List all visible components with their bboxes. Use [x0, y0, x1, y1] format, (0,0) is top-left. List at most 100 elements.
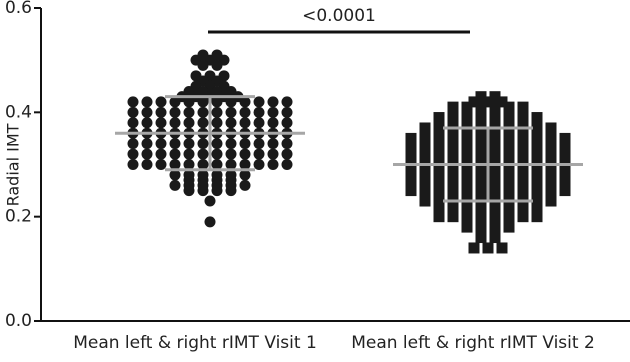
- point: [204, 216, 216, 228]
- point: [531, 164, 543, 176]
- point: [267, 148, 279, 160]
- point: [281, 138, 293, 150]
- point: [211, 159, 223, 170]
- point: [169, 179, 181, 191]
- point: [489, 200, 501, 212]
- point: [503, 164, 515, 176]
- point: [475, 211, 487, 223]
- point: [155, 138, 167, 150]
- point: [211, 185, 223, 197]
- point: [475, 164, 487, 176]
- point: [503, 153, 515, 165]
- point: [197, 59, 209, 71]
- point: [461, 112, 473, 124]
- point: [489, 91, 501, 103]
- point: [419, 185, 431, 197]
- point: [447, 153, 459, 165]
- point: [461, 221, 473, 233]
- point: [517, 200, 529, 212]
- point: [169, 169, 181, 181]
- point: [225, 185, 237, 197]
- point: [461, 143, 473, 155]
- point: [517, 112, 529, 124]
- point: [447, 185, 459, 197]
- point: [475, 143, 487, 155]
- point: [267, 106, 279, 118]
- point: [155, 106, 167, 118]
- point: [155, 117, 167, 129]
- point: [503, 112, 515, 124]
- point: [405, 153, 417, 165]
- point: [197, 106, 209, 118]
- point: [211, 106, 223, 118]
- point: [405, 164, 417, 176]
- point: [489, 221, 501, 233]
- point: [503, 174, 515, 186]
- point: [281, 96, 293, 108]
- point: [475, 185, 487, 197]
- point: [489, 174, 501, 186]
- point: [475, 153, 487, 165]
- point: [267, 96, 279, 108]
- point: [517, 153, 529, 165]
- point: [517, 185, 529, 197]
- point: [281, 117, 293, 129]
- point: [281, 159, 293, 170]
- point: [253, 148, 265, 160]
- point: [433, 112, 445, 124]
- point: [197, 96, 209, 108]
- point: [405, 185, 417, 197]
- point: [531, 132, 543, 144]
- point: [419, 164, 431, 176]
- point: [531, 211, 543, 223]
- point: [531, 185, 543, 197]
- point: [489, 101, 501, 113]
- point: [447, 174, 459, 186]
- point: [225, 159, 237, 170]
- point: [447, 112, 459, 124]
- point: [267, 159, 279, 170]
- point: [468, 242, 480, 254]
- y-tick-label: 0.4: [5, 102, 32, 122]
- point: [169, 96, 181, 108]
- point: [239, 117, 251, 129]
- point: [127, 138, 139, 150]
- point: [482, 242, 494, 254]
- point: [475, 200, 487, 212]
- point: [503, 101, 515, 113]
- point: [461, 211, 473, 223]
- point: [531, 174, 543, 186]
- point: [517, 101, 529, 113]
- point: [127, 159, 139, 170]
- point: [197, 185, 209, 197]
- point: [419, 132, 431, 144]
- point: [211, 59, 223, 71]
- point: [433, 211, 445, 223]
- point: [239, 179, 251, 191]
- point: [267, 138, 279, 150]
- point: [405, 132, 417, 144]
- point: [127, 96, 139, 108]
- point: [405, 174, 417, 186]
- point: [503, 132, 515, 144]
- point: [461, 200, 473, 212]
- point: [183, 96, 195, 108]
- point: [545, 164, 557, 176]
- point: [141, 96, 153, 108]
- point: [433, 122, 445, 134]
- point: [239, 96, 251, 108]
- point: [211, 148, 223, 160]
- point: [503, 143, 515, 155]
- point: [141, 106, 153, 118]
- point: [468, 96, 480, 108]
- point: [517, 164, 529, 176]
- point: [475, 232, 487, 244]
- point: [461, 185, 473, 197]
- point: [447, 164, 459, 176]
- point: [503, 200, 515, 212]
- point: [433, 153, 445, 165]
- point: [475, 91, 487, 103]
- point: [141, 148, 153, 160]
- point: [127, 106, 139, 118]
